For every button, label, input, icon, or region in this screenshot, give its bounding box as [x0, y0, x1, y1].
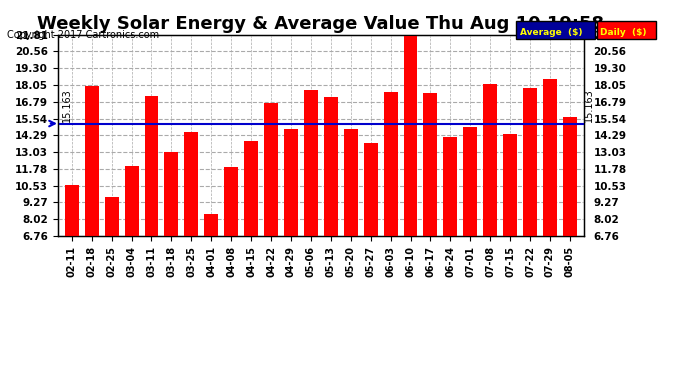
- Text: 14.126: 14.126: [446, 288, 455, 322]
- Text: 17.677: 17.677: [306, 288, 315, 322]
- Text: 17.206: 17.206: [147, 288, 156, 322]
- Bar: [204, 214, 218, 327]
- Bar: [284, 129, 298, 327]
- Bar: [65, 184, 79, 327]
- Text: 17.149: 17.149: [326, 288, 335, 322]
- Text: 15.163: 15.163: [62, 88, 72, 122]
- Bar: [523, 88, 537, 327]
- Text: Average  ($): Average ($): [520, 28, 582, 37]
- Text: 14.352: 14.352: [506, 288, 515, 322]
- Text: 17.960: 17.960: [87, 288, 96, 322]
- Bar: [144, 96, 159, 327]
- Text: 13.882: 13.882: [246, 288, 255, 322]
- Text: 17.465: 17.465: [426, 288, 435, 322]
- Bar: [184, 132, 198, 327]
- Text: 17.509: 17.509: [386, 288, 395, 322]
- Bar: [324, 97, 338, 327]
- Text: 14.908: 14.908: [466, 288, 475, 322]
- Bar: [483, 84, 497, 327]
- Bar: [105, 197, 119, 327]
- Text: Daily  ($): Daily ($): [600, 28, 647, 37]
- Text: 14.753: 14.753: [346, 288, 355, 322]
- Text: 17.813: 17.813: [526, 288, 535, 322]
- Bar: [244, 141, 258, 327]
- Title: Weekly Solar Energy & Average Value Thu Aug 10 19:58: Weekly Solar Energy & Average Value Thu …: [37, 15, 604, 33]
- Bar: [404, 34, 417, 327]
- Bar: [563, 117, 577, 327]
- Text: 8.406: 8.406: [207, 294, 216, 322]
- Bar: [125, 166, 139, 327]
- Text: 13.029: 13.029: [167, 288, 176, 322]
- Text: 18.140: 18.140: [486, 288, 495, 322]
- Text: 15.163: 15.163: [584, 88, 594, 122]
- Text: 11.916: 11.916: [227, 288, 236, 322]
- Bar: [543, 80, 557, 327]
- Bar: [224, 167, 238, 327]
- Text: 18.463: 18.463: [546, 288, 555, 322]
- Text: Copyright 2017 Cartronics.com: Copyright 2017 Cartronics.com: [7, 30, 159, 39]
- Text: 10.605: 10.605: [68, 288, 77, 322]
- Bar: [164, 152, 179, 327]
- Text: 15.681: 15.681: [565, 288, 574, 322]
- Bar: [384, 92, 397, 327]
- Text: 13.718: 13.718: [366, 288, 375, 322]
- Bar: [463, 127, 477, 327]
- Text: 16.720: 16.720: [266, 288, 275, 322]
- Text: 21.809: 21.809: [406, 288, 415, 322]
- Text: 11.965: 11.965: [127, 288, 136, 322]
- Text: 14.497: 14.497: [187, 287, 196, 322]
- Bar: [344, 129, 357, 327]
- Text: 9.700: 9.700: [107, 294, 116, 322]
- Bar: [503, 134, 517, 327]
- Bar: [85, 86, 99, 327]
- Bar: [264, 103, 278, 327]
- Bar: [364, 143, 377, 327]
- Bar: [444, 137, 457, 327]
- Text: 14.753: 14.753: [286, 288, 295, 322]
- Bar: [424, 93, 437, 327]
- Bar: [304, 90, 318, 327]
